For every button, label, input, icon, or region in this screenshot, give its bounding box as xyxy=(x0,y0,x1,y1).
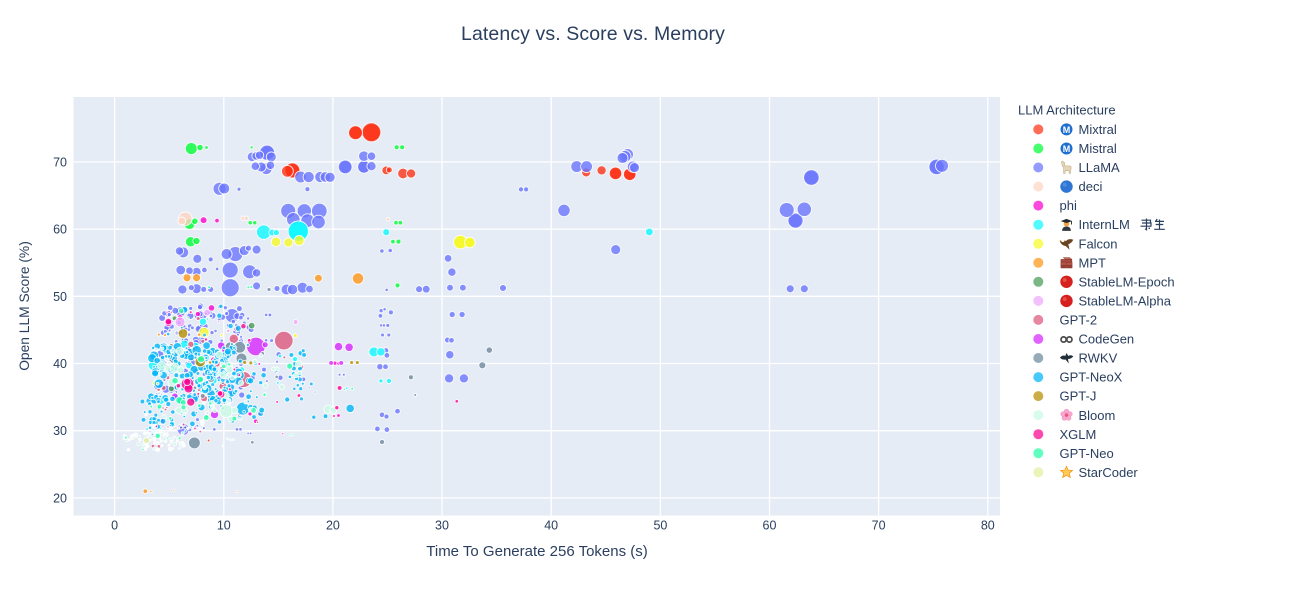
svg-text:Falcon: Falcon xyxy=(1079,236,1118,251)
svg-text:50: 50 xyxy=(653,519,667,533)
svg-text:Mistral: Mistral xyxy=(1079,141,1117,156)
svg-text:Mixtral: Mixtral xyxy=(1079,122,1117,137)
svg-text:Bloom: Bloom xyxy=(1079,408,1116,423)
svg-text:80: 80 xyxy=(981,519,995,533)
svg-text:40: 40 xyxy=(544,519,558,533)
svg-text:Time To Generate 256 Tokens (s: Time To Generate 256 Tokens (s) xyxy=(426,543,648,560)
svg-text:GPT-NeoX: GPT-NeoX xyxy=(1060,370,1123,385)
svg-text:InternLM: InternLM xyxy=(1079,217,1130,232)
svg-text:LLaMA: LLaMA xyxy=(1079,160,1121,175)
svg-text:0: 0 xyxy=(111,519,118,533)
svg-text:GPT-Neo: GPT-Neo xyxy=(1060,446,1114,461)
svg-text:60: 60 xyxy=(763,519,777,533)
svg-text:phi: phi xyxy=(1060,198,1077,213)
svg-text:50: 50 xyxy=(53,290,67,304)
svg-text:M: M xyxy=(1063,125,1071,135)
svg-text:M: M xyxy=(1063,144,1071,154)
svg-text:70: 70 xyxy=(872,519,886,533)
svg-text:StarCoder: StarCoder xyxy=(1079,465,1139,480)
svg-text:StableLM-Alpha: StableLM-Alpha xyxy=(1079,294,1172,309)
svg-text:XGLM: XGLM xyxy=(1060,427,1097,442)
svg-text:Latency vs. Score vs. Memory: Latency vs. Score vs. Memory xyxy=(461,23,725,45)
svg-text:40: 40 xyxy=(53,357,67,371)
svg-text:GPT-J: GPT-J xyxy=(1060,389,1097,404)
svg-text:30: 30 xyxy=(53,424,67,438)
svg-text:70: 70 xyxy=(53,155,67,169)
svg-text:Open LLM Score (%): Open LLM Score (%) xyxy=(17,241,32,371)
svg-text:deci: deci xyxy=(1079,179,1103,194)
svg-text:CodeGen: CodeGen xyxy=(1079,332,1135,347)
svg-text:MPT: MPT xyxy=(1079,255,1107,270)
svg-text:GPT-2: GPT-2 xyxy=(1060,313,1098,328)
svg-text:RWKV: RWKV xyxy=(1079,351,1118,366)
svg-text:20: 20 xyxy=(326,519,340,533)
svg-text:60: 60 xyxy=(53,223,67,237)
svg-text:StableLM-Epoch: StableLM-Epoch xyxy=(1079,274,1175,289)
svg-text:30: 30 xyxy=(435,519,449,533)
svg-text:10: 10 xyxy=(217,519,231,533)
svg-text:LLM Architecture: LLM Architecture xyxy=(1018,103,1116,118)
svg-text:20: 20 xyxy=(53,491,67,505)
